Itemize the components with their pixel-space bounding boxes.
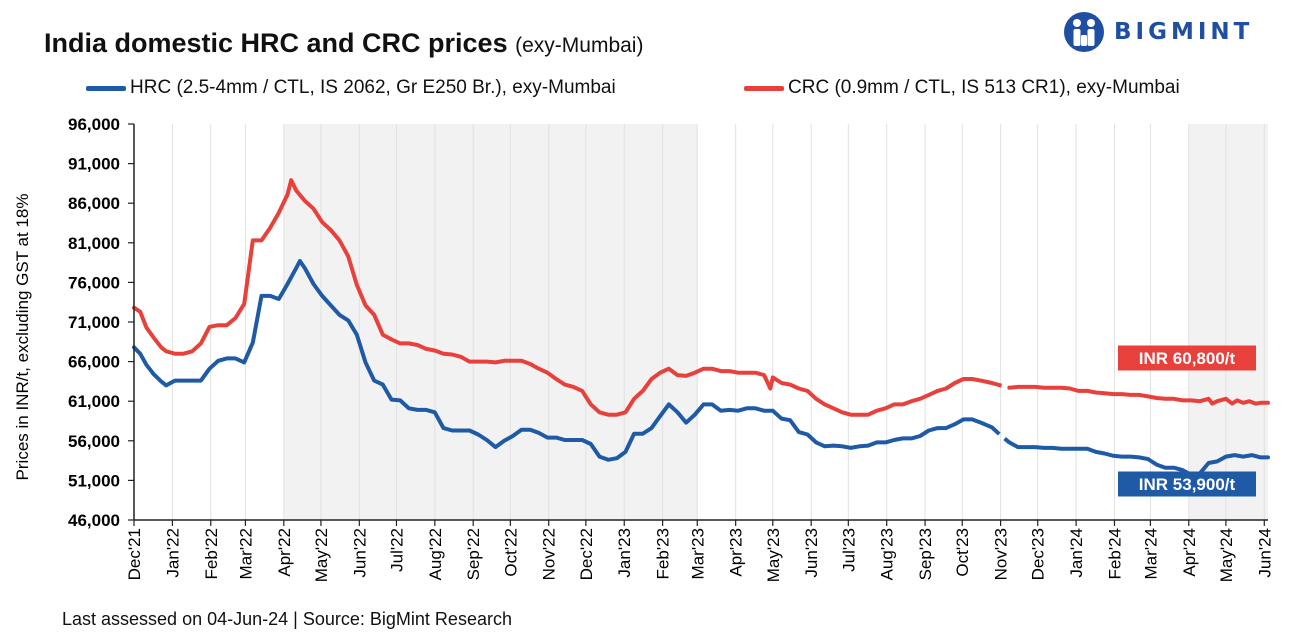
x-tick-label: Nov'22 <box>540 528 559 580</box>
x-tick-label: May'22 <box>312 528 331 582</box>
footer-separator: | <box>293 609 298 629</box>
x-tick-label: Aug'22 <box>426 528 445 580</box>
x-tick-label: Mar'22 <box>236 528 255 579</box>
value-callout-label: INR 60,800/t <box>1139 349 1236 368</box>
x-tick-label: Aug'23 <box>878 528 897 580</box>
y-tick-label: 91,000 <box>68 155 120 174</box>
y-tick-label: 86,000 <box>68 194 120 213</box>
value-callout-box <box>1118 345 1256 371</box>
x-tick-label: Jan'24 <box>1067 528 1086 578</box>
x-tick-label: Sep'22 <box>464 528 483 580</box>
axes: Dec'21 Jan'22 Feb'22 Mar'22 Apr'22 May'22 Jun'… <box>68 115 1274 582</box>
series-line-crc <box>132 178 994 417</box>
x-tick-label: Jun'24 <box>1255 528 1274 578</box>
legend-swatch-crc <box>744 85 784 91</box>
series-line-crc <box>991 381 1010 390</box>
x-tick-label: May'23 <box>764 528 783 582</box>
x-tick-label: Dec'21 <box>125 528 144 580</box>
legend-label-hrc: HRC (2.5-4mm / CTL, IS 2062, Gr E250 Br.… <box>130 77 616 98</box>
y-tick-label: 96,000 <box>68 115 120 134</box>
series-line-hrc <box>990 425 1011 444</box>
x-tick-label: Oct'23 <box>953 528 972 577</box>
value-callout-label: INR 53,900/t <box>1139 475 1236 494</box>
shaded-period-1 <box>1188 124 1268 520</box>
x-tick-label: Apr'22 <box>275 528 294 577</box>
footer-source: Source: BigMint Research <box>302 609 512 629</box>
x-tick-label: Sep'23 <box>916 528 935 580</box>
x-tick-label: Dec'22 <box>577 528 596 580</box>
footer-assessed: Last assessed on 04-Jun-24 <box>62 609 289 629</box>
footer: Last assessed on 04-Jun-24 | Source: Big… <box>62 609 512 630</box>
x-tick-label: Mar'23 <box>688 528 707 579</box>
series-line-hrc <box>132 259 994 462</box>
y-axis-label: Prices in INR/t, excluding GST at 18% <box>13 194 32 481</box>
legend-item-crc: CRC (0.9mm / CTL, IS 513 CR1), exy-Mumba… <box>744 76 1180 100</box>
brand-name: BIGMINT <box>1114 19 1254 45</box>
y-tick-label: 76,000 <box>68 273 120 292</box>
annotations: INR 60,800/t INR 53,900/t <box>1118 345 1256 497</box>
y-tick-label: 56,000 <box>68 432 120 451</box>
x-tick-label: Oct'22 <box>501 528 520 577</box>
y-tick-label: 46,000 <box>68 511 120 530</box>
x-tick-label: Feb'23 <box>654 528 673 579</box>
x-tick-label: Apr'24 <box>1180 528 1199 577</box>
y-tick-label: 61,000 <box>68 392 120 411</box>
grid-lines <box>133 124 1265 520</box>
brand-logo: BIGMINT <box>1062 10 1253 54</box>
value-callout-box <box>1118 471 1256 497</box>
shaded-periods <box>283 124 1268 520</box>
bigmint-logo-icon <box>1064 12 1104 52</box>
chart-title: India domestic HRC and CRC prices (exy-M… <box>44 28 643 59</box>
y-tick-label: 51,000 <box>68 471 120 490</box>
shaded-period-0 <box>283 124 698 520</box>
legend-item-hrc: HRC (2.5-4mm / CTL, IS 2062, Gr E250 Br.… <box>86 76 616 100</box>
y-tick-label: 66,000 <box>68 353 120 372</box>
x-tick-label: Jan'22 <box>163 528 182 578</box>
x-tick-label: Jul'22 <box>387 528 406 572</box>
x-tick-label: Nov'23 <box>992 528 1011 580</box>
legend-swatch-hrc <box>86 85 126 91</box>
y-tick-label: 81,000 <box>68 234 120 253</box>
legend-label-crc: CRC (0.9mm / CTL, IS 513 CR1), exy-Mumba… <box>788 77 1180 98</box>
series-lines <box>132 178 1270 477</box>
x-tick-label: Jul'23 <box>839 528 858 572</box>
x-tick-label: Apr'23 <box>727 528 746 577</box>
x-tick-label: Feb'22 <box>202 528 221 579</box>
series-line-crc <box>1007 384 1270 406</box>
x-tick-label: Feb'24 <box>1105 528 1124 579</box>
x-tick-label: Jan'23 <box>615 528 634 578</box>
series-line-hrc <box>1007 440 1270 477</box>
y-tick-label: 71,000 <box>68 313 120 332</box>
chart-title-main: India domestic HRC and CRC prices <box>44 28 508 58</box>
x-tick-label: Mar'24 <box>1141 528 1160 579</box>
x-tick-label: Jun'23 <box>802 528 821 578</box>
x-tick-label: Dec'23 <box>1029 528 1048 580</box>
x-tick-label: May'24 <box>1217 528 1236 582</box>
chart-title-sub: (exy-Mumbai) <box>515 34 644 57</box>
x-tick-label: Jun'22 <box>350 528 369 578</box>
